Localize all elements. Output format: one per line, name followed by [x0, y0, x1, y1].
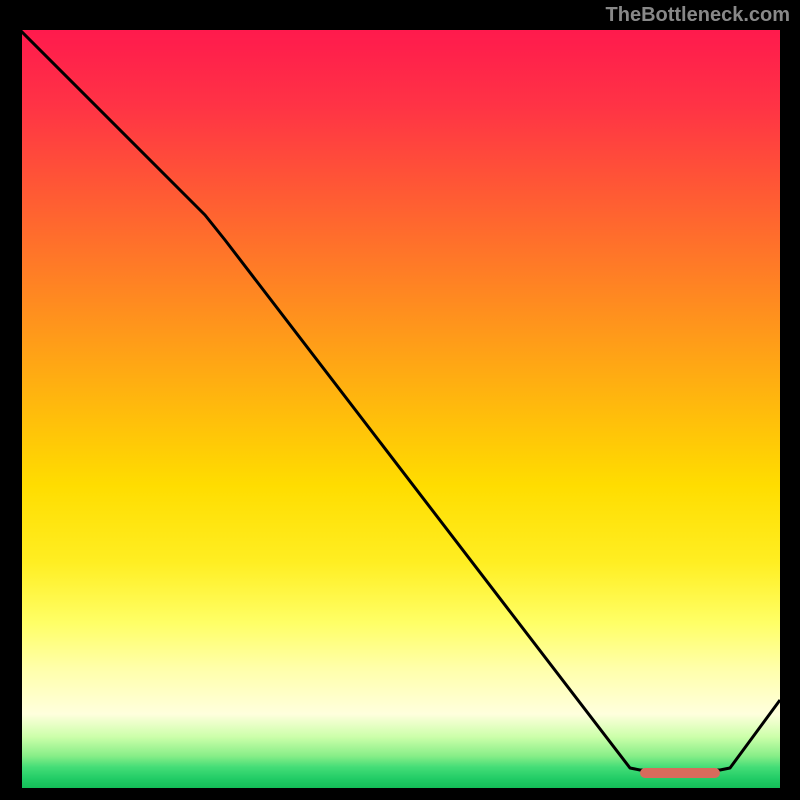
bottleneck-chart — [20, 30, 780, 790]
optimal-marker — [640, 768, 720, 778]
attribution-label: TheBottleneck.com — [606, 4, 790, 27]
